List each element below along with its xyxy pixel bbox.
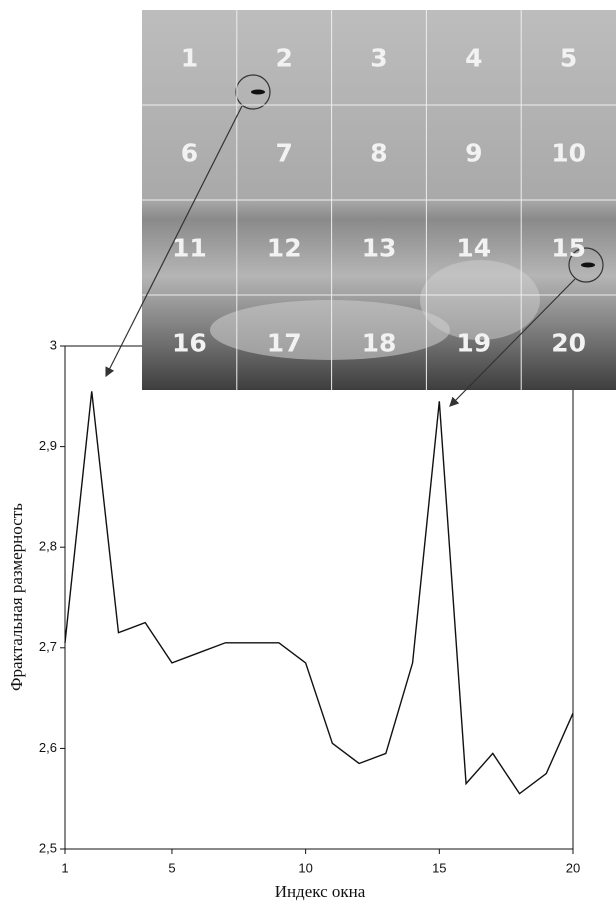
window-label: 10 bbox=[551, 138, 586, 167]
window-label: 20 bbox=[551, 328, 586, 357]
window-label: 8 bbox=[370, 138, 387, 167]
window-label: 7 bbox=[275, 138, 292, 167]
window-label: 16 bbox=[172, 328, 207, 357]
y-axis-title: Фрактальная размерность bbox=[7, 503, 26, 691]
x-tick-label: 20 bbox=[566, 860, 580, 875]
x-tick-label: 10 bbox=[298, 860, 312, 875]
window-label: 12 bbox=[267, 233, 302, 262]
window-label: 9 bbox=[465, 138, 482, 167]
x-axis-title: Индекс окна bbox=[275, 882, 366, 901]
y-tick-label: 2,9 bbox=[39, 438, 57, 453]
window-label: 6 bbox=[181, 138, 198, 167]
window-label: 17 bbox=[267, 328, 302, 357]
window-label: 15 bbox=[551, 233, 586, 262]
plane bbox=[251, 90, 265, 95]
window-label: 13 bbox=[362, 233, 397, 262]
window-label: 14 bbox=[456, 233, 491, 262]
window-label: 1 bbox=[181, 43, 198, 72]
y-tick-label: 3 bbox=[50, 337, 57, 352]
y-tick-label: 2,8 bbox=[39, 539, 57, 554]
x-tick-label: 1 bbox=[61, 860, 68, 875]
window-label: 5 bbox=[560, 43, 577, 72]
y-tick-label: 2,5 bbox=[39, 840, 57, 855]
window-label: 19 bbox=[456, 328, 491, 357]
chart: 2,52,62,72,82,9315101520 123456789101112… bbox=[0, 0, 616, 907]
plane bbox=[581, 263, 595, 268]
window-label: 11 bbox=[172, 233, 207, 262]
window-label: 18 bbox=[362, 328, 397, 357]
window-label: 3 bbox=[370, 43, 387, 72]
window-label: 4 bbox=[465, 43, 482, 72]
window-label: 2 bbox=[275, 43, 292, 72]
cloud bbox=[210, 300, 450, 360]
x-tick-label: 5 bbox=[168, 860, 175, 875]
plot-frame bbox=[65, 346, 573, 849]
y-tick-label: 2,7 bbox=[39, 639, 57, 654]
line-series bbox=[65, 391, 573, 793]
x-tick-label: 15 bbox=[432, 860, 446, 875]
y-tick-label: 2,6 bbox=[39, 740, 57, 755]
